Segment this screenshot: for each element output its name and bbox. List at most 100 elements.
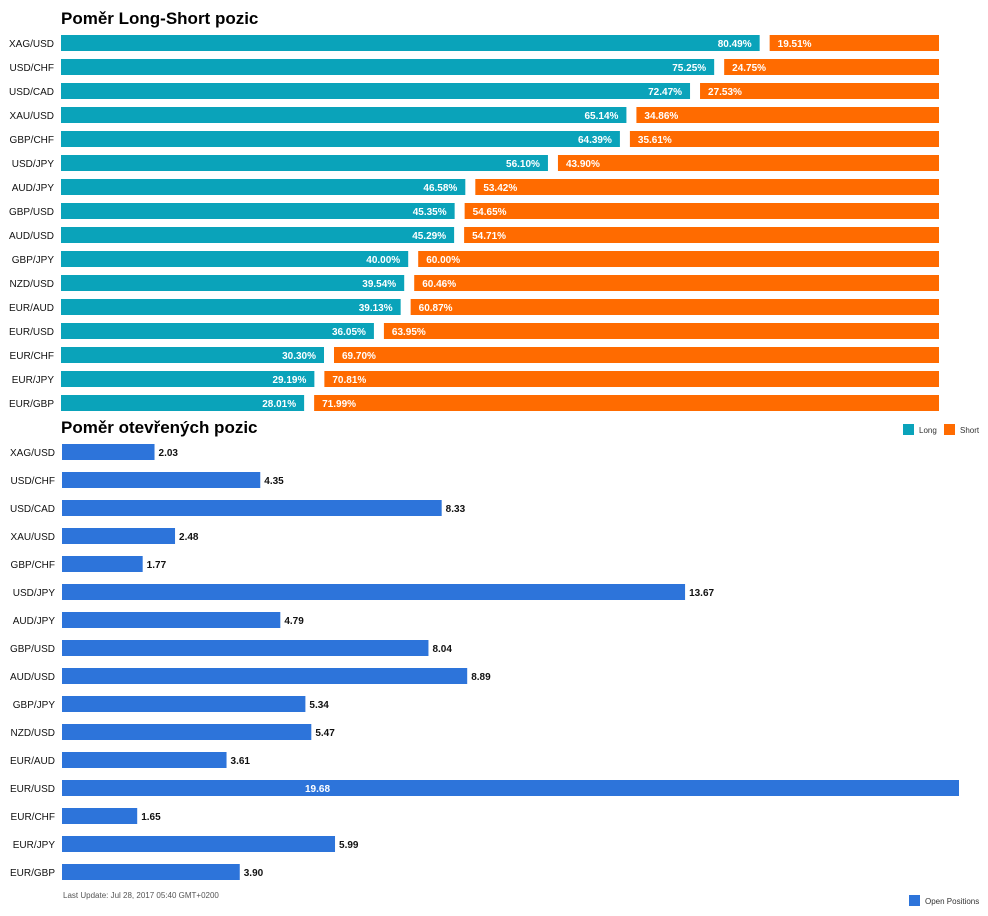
short-bar	[383, 323, 939, 339]
category-label: EUR/USD	[9, 327, 54, 338]
short-bar	[334, 347, 939, 363]
category-label: GBP/CHF	[10, 135, 54, 146]
short-bar	[464, 227, 939, 243]
category-label: USD/CHF	[10, 63, 54, 74]
legend-long-label: Long	[919, 426, 937, 435]
short-value-label: 43.90%	[566, 159, 600, 170]
open-positions-bar	[62, 752, 227, 768]
category-label: EUR/CHF	[10, 351, 54, 362]
long-bar	[61, 83, 691, 99]
short-value-label: 70.81%	[332, 375, 366, 386]
short-bar	[769, 35, 939, 51]
long-bar	[61, 107, 627, 123]
long-bar	[61, 131, 620, 147]
open-positions-bar	[62, 864, 240, 880]
open-positions-bar	[62, 556, 143, 572]
short-value-label: 24.75%	[732, 63, 766, 74]
category-label: GBP/USD	[9, 207, 54, 218]
long-value-label: 39.54%	[362, 279, 396, 290]
open-positions-bar	[62, 836, 336, 852]
legend-open-positions-label: Open Positions	[925, 897, 979, 906]
short-bar	[418, 251, 939, 267]
long-bar	[61, 395, 305, 411]
short-bar	[557, 155, 939, 171]
category-label: GBP/USD	[10, 644, 55, 655]
long-bar	[61, 35, 760, 51]
long-short-chart-title: Poměr Long-Short pozic	[61, 9, 259, 28]
short-value-label: 54.65%	[473, 207, 507, 218]
open-positions-bar	[62, 780, 959, 796]
category-label: AUD/JPY	[13, 616, 56, 627]
long-value-label: 36.05%	[332, 327, 366, 338]
long-value-label: 30.30%	[282, 351, 316, 362]
category-label: XAG/USD	[9, 39, 54, 50]
short-value-label: 60.00%	[426, 255, 460, 266]
legend-short-swatch	[944, 424, 955, 435]
short-bar	[724, 59, 939, 75]
open-positions-value-label: 5.47	[315, 728, 335, 739]
long-bar	[61, 251, 409, 267]
open-positions-value-label: 8.89	[471, 672, 491, 683]
long-value-label: 56.10%	[506, 159, 540, 170]
short-bar	[629, 131, 939, 147]
open-positions-bar	[62, 808, 138, 824]
short-bar	[414, 275, 939, 291]
long-bar	[61, 155, 548, 171]
open-positions-value-label: 2.03	[159, 448, 179, 459]
category-label: USD/CAD	[10, 504, 55, 515]
legend-open-positions-swatch	[909, 895, 920, 906]
long-value-label: 29.19%	[272, 375, 306, 386]
short-value-label: 60.46%	[422, 279, 456, 290]
long-value-label: 45.29%	[412, 231, 446, 242]
short-value-label: 63.95%	[392, 327, 426, 338]
long-bar	[61, 179, 466, 195]
open-positions-value-label: 8.33	[446, 504, 466, 515]
short-bar	[314, 395, 939, 411]
category-label: USD/CHF	[11, 476, 55, 487]
short-value-label: 19.51%	[778, 39, 812, 50]
short-value-label: 34.86%	[644, 111, 678, 122]
open-positions-bar	[62, 696, 306, 712]
open-positions-bar	[62, 724, 312, 740]
long-bar	[61, 59, 715, 75]
open-positions-chart-title: Poměr otevřených pozic	[61, 418, 258, 437]
open-positions-value-label: 5.34	[309, 700, 329, 711]
open-positions-value-label: 1.65	[141, 812, 161, 823]
long-value-label: 75.25%	[672, 63, 706, 74]
category-label: EUR/JPY	[12, 375, 55, 386]
category-label: EUR/GBP	[9, 399, 54, 410]
open-positions-bar	[62, 500, 442, 516]
category-label: GBP/CHF	[11, 560, 55, 571]
category-label: GBP/JPY	[12, 255, 55, 266]
open-positions-value-label: 3.61	[231, 756, 251, 767]
category-label: USD/CAD	[9, 87, 54, 98]
category-label: AUD/USD	[10, 672, 55, 683]
short-value-label: 60.87%	[419, 303, 453, 314]
short-value-label: 69.70%	[342, 351, 376, 362]
open-positions-value-label: 1.77	[147, 560, 167, 571]
open-positions-value-label: 5.99	[339, 840, 359, 851]
short-value-label: 71.99%	[322, 399, 356, 410]
category-label: NZD/USD	[10, 279, 54, 290]
category-label: EUR/JPY	[13, 840, 56, 851]
category-label: USD/JPY	[12, 159, 55, 170]
legend-short-label: Short	[960, 426, 980, 435]
open-positions-value-label: 4.35	[264, 476, 284, 487]
long-bar	[61, 203, 455, 219]
category-label: USD/JPY	[13, 588, 56, 599]
long-value-label: 39.13%	[359, 303, 393, 314]
short-bar	[464, 203, 939, 219]
short-bar	[636, 107, 939, 123]
short-value-label: 53.42%	[483, 183, 517, 194]
long-value-label: 45.35%	[413, 207, 447, 218]
long-value-label: 64.39%	[578, 135, 612, 146]
open-positions-bar	[62, 612, 281, 628]
long-bar	[61, 323, 374, 339]
open-positions-bar	[62, 640, 429, 656]
category-label: EUR/AUD	[9, 303, 54, 314]
open-positions-value-label: 2.48	[179, 532, 199, 543]
open-positions-value-label: 13.67	[689, 588, 714, 599]
long-bar	[61, 275, 405, 291]
category-label: XAU/USD	[10, 111, 54, 122]
